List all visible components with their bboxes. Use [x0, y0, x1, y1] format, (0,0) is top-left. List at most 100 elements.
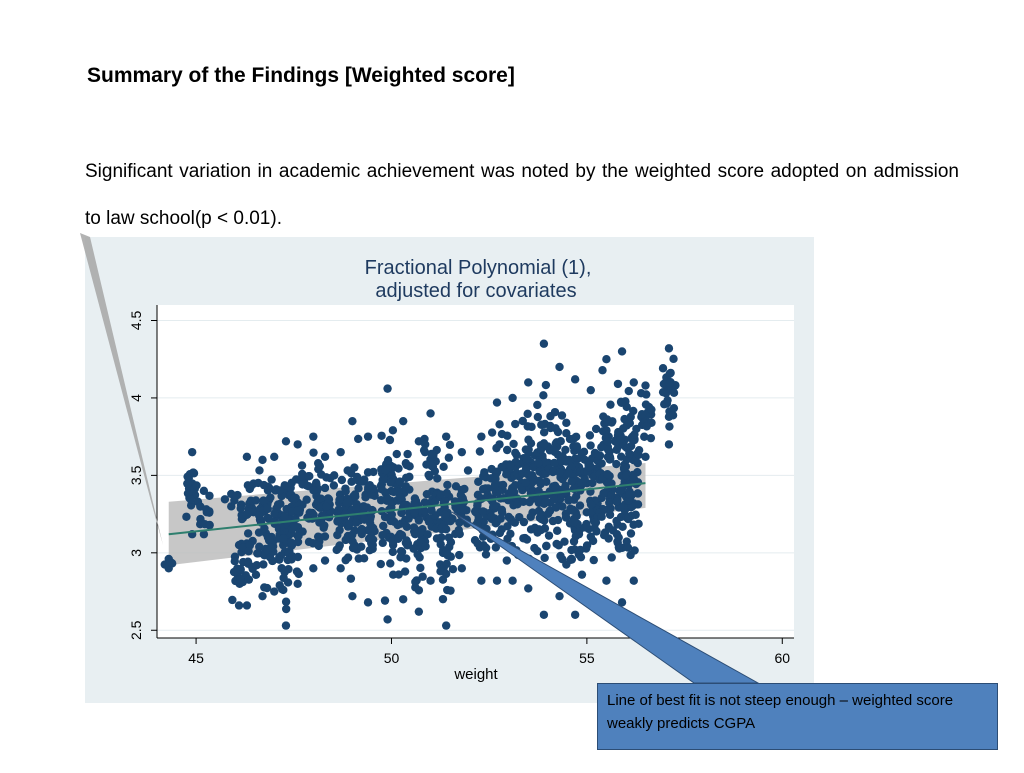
scatter-point [363, 598, 373, 607]
scatter-point [276, 499, 285, 509]
scatter-point [569, 517, 579, 527]
scatter-point [524, 554, 534, 564]
scatter-point [539, 428, 549, 437]
scatter-point [474, 477, 483, 486]
scatter-point [399, 595, 408, 604]
scatter-point [403, 449, 412, 459]
scatter-point [502, 445, 512, 455]
scatter-point [580, 474, 589, 483]
scatter-point [575, 501, 585, 510]
scatter-point [187, 447, 197, 457]
y-tick-label: 4 [128, 394, 144, 402]
scatter-point [419, 446, 429, 455]
scatter-point [263, 513, 272, 523]
scatter-point [263, 504, 272, 514]
scatter-point [292, 567, 302, 576]
scatter-point [304, 537, 314, 547]
scatter-point [489, 501, 499, 510]
scatter-point [329, 481, 339, 490]
scatter-point [330, 471, 339, 480]
x-tick-label: 50 [384, 650, 400, 666]
scatter-point [359, 554, 369, 563]
scatter-point [297, 461, 307, 470]
scatter-point [536, 525, 546, 535]
scatter-point [555, 591, 564, 601]
scatter-point [555, 362, 564, 372]
scatter-point [488, 530, 497, 539]
scatter-point [424, 470, 433, 480]
scatter-point [266, 543, 275, 552]
scatter-point [414, 516, 424, 525]
scatter-point [591, 424, 601, 434]
scatter-point [533, 412, 543, 422]
scatter-point [525, 497, 534, 507]
scatter-point [586, 591, 595, 601]
scatter-point [586, 385, 595, 395]
scatter-point [377, 431, 386, 440]
scatter-point [402, 522, 412, 532]
fit-line-group [168, 482, 646, 536]
scatter-point [302, 481, 312, 490]
scatter-point [381, 465, 390, 475]
scatter-point [383, 494, 392, 504]
scatter-point [320, 452, 330, 461]
scatter-point [254, 511, 264, 520]
scatter-point [666, 368, 675, 378]
scatter-point [599, 489, 608, 498]
scatter-point [637, 409, 647, 419]
scatter-point [441, 621, 451, 630]
scatter-point [341, 535, 350, 545]
scatter-point [409, 544, 418, 553]
scatter-point [542, 541, 551, 551]
scatter-point [266, 493, 275, 502]
scatter-point [234, 601, 244, 610]
scatter-point [347, 477, 356, 486]
x-axis-label: weight [453, 666, 498, 683]
scatter-point [369, 467, 378, 477]
scatter-point [551, 424, 560, 433]
scatter-point [555, 468, 564, 477]
scatter-point [668, 411, 678, 420]
scatter-point [418, 572, 427, 581]
scatter-point [540, 553, 549, 563]
scatter-point [580, 455, 589, 464]
scatter-point [426, 576, 435, 585]
scatter-point [539, 339, 549, 348]
scatter-point [642, 422, 651, 431]
scatter-point [524, 435, 533, 444]
scatter-point [478, 484, 488, 494]
y-tick-label: 3 [128, 549, 144, 557]
scatter-point [348, 543, 358, 553]
scatter-point [322, 502, 331, 511]
scatter-point [399, 416, 408, 426]
scatter-point [335, 495, 344, 505]
scatter-point [478, 507, 488, 516]
scatter-point [502, 470, 511, 479]
scatter-point [253, 549, 262, 558]
scatter-point [242, 452, 252, 461]
scatter-point [567, 477, 576, 486]
scatter-point [633, 500, 643, 509]
scatter-point [597, 459, 606, 468]
x-tick-label: 60 [774, 650, 790, 666]
scatter-point [421, 542, 430, 551]
scatter-point [410, 530, 420, 539]
scatter-point [477, 432, 486, 441]
scatter-point [586, 500, 596, 509]
scatter-point [669, 403, 679, 413]
scatter-point [508, 393, 517, 403]
scatter-point [392, 449, 401, 459]
scatter-point [534, 486, 543, 496]
scatter-point [613, 379, 623, 389]
scatter-point [251, 496, 261, 505]
scatter-point [455, 550, 464, 560]
x-tick-label: 45 [188, 650, 204, 666]
callout-text: Line of best fit is not steep enough – w… [607, 692, 954, 732]
scatter-point [598, 366, 607, 375]
scatter-point [506, 461, 515, 470]
scatter-point [456, 490, 466, 500]
scatter-point [309, 448, 318, 457]
scatter-point [341, 487, 350, 496]
scatter-point [607, 553, 616, 562]
